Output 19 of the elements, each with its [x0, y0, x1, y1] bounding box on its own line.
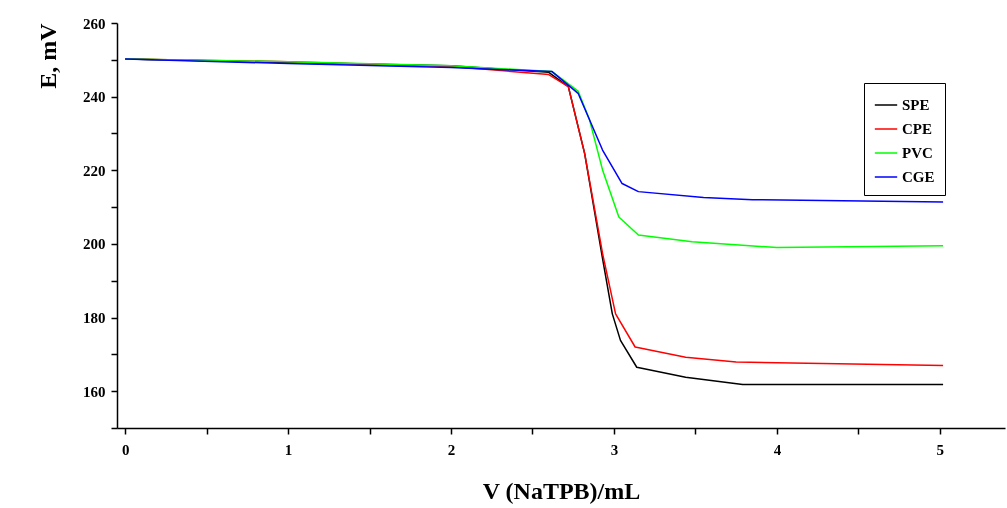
legend-label: CGE: [902, 169, 935, 185]
x-tick-label: 3: [610, 441, 619, 458]
y-tick-label: 240: [83, 89, 106, 106]
legend-label: CPE: [902, 121, 932, 137]
x-axis-title: V (NaTPB)/mL: [482, 477, 641, 504]
y-tick-label: 180: [83, 310, 106, 327]
y-tick-label: 260: [83, 15, 106, 32]
x-tick-label: 5: [936, 441, 945, 458]
x-tick-label: 1: [284, 441, 293, 458]
y-tick-label: 220: [83, 162, 106, 179]
x-tick-label: 0: [121, 441, 130, 458]
x-tick-label: 2: [447, 441, 456, 458]
y-axis-title: E, mV: [35, 22, 61, 89]
y-tick-label: 160: [83, 383, 106, 400]
y-tick-label: 200: [83, 236, 106, 253]
line-series: [124, 58, 944, 203]
x-tick-label: 4: [773, 441, 782, 458]
legend-label: PVC: [902, 145, 933, 161]
legend-label: SPE: [902, 97, 930, 113]
